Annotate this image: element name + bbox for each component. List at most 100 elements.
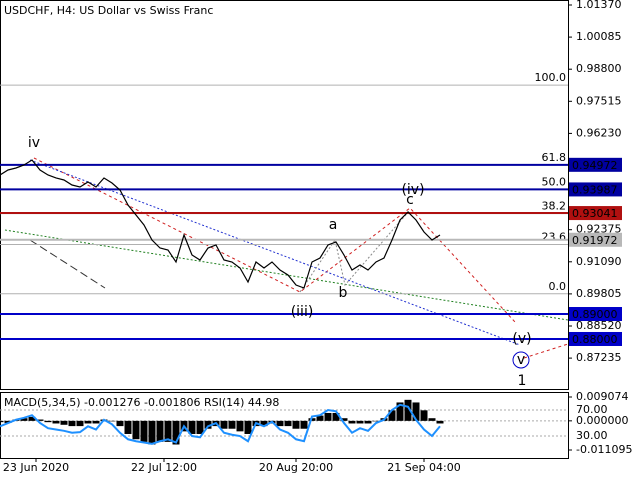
macd-bar [52, 420, 60, 424]
macd-bar [148, 420, 156, 445]
level-box [569, 182, 622, 197]
y-tick-label: 0.89805 [576, 287, 622, 300]
trend-line [4, 229, 569, 321]
macd-bar [228, 420, 236, 429]
y-tick-label: 1.01370 [576, 0, 622, 11]
macd-bar [132, 420, 140, 440]
macd-bar [108, 420, 116, 422]
macd-bar [140, 420, 148, 442]
macd-bar [60, 420, 68, 425]
macd-bar [332, 412, 340, 421]
y-tick-label: 0.92375 [576, 223, 622, 236]
macd-bar [84, 420, 92, 424]
macd-bar [116, 420, 124, 427]
macd-bar [44, 420, 52, 423]
macd-bar [124, 420, 132, 434]
level-box [569, 331, 622, 346]
rsi-line [0, 403, 441, 445]
macd-bar [372, 420, 380, 422]
y-tick-label: 0.009074 [576, 390, 629, 403]
x-tick-label: 22 Jul 12:00 [131, 461, 197, 474]
y-tick-label: 0.97515 [576, 94, 622, 107]
wave-label: (iii) [291, 304, 314, 320]
macd-bar [412, 402, 420, 421]
level-box [569, 232, 622, 247]
y-tick-label: -0.011095 [576, 443, 632, 456]
x-tick-label: 21 Sep 04:00 [387, 461, 460, 474]
level-label: 0.89000 [572, 308, 618, 321]
wave-label: c [406, 192, 414, 208]
macd-bar [348, 420, 356, 424]
macd-bar [244, 420, 252, 434]
main-frame [0, 0, 569, 390]
y-tick-label: 0.98800 [576, 62, 622, 75]
fib-label: 50.0 [542, 175, 567, 188]
macd-bar [396, 402, 404, 421]
macd-bar [428, 418, 436, 421]
macd-bar [388, 410, 396, 421]
macd-bar [292, 420, 300, 429]
y-tick-label: 0.88520 [576, 319, 622, 332]
fib-label: 38.2 [542, 200, 567, 213]
macd-bar [236, 420, 244, 432]
level-label: 0.91972 [572, 234, 618, 247]
chart-title: USDCHF, H4: US Dollar vs Swiss Franc [4, 4, 213, 17]
trend-line [29, 239, 106, 289]
wave-label: (v) [512, 331, 531, 347]
macd-bar [284, 420, 292, 427]
level-box [569, 307, 622, 322]
macd-bar [68, 420, 76, 427]
macd-bar [220, 420, 228, 429]
level-label: 0.94972 [572, 159, 618, 172]
macd-bar [276, 420, 284, 427]
wave-label: 1 [518, 373, 527, 389]
macd-bar [196, 420, 204, 434]
fib-label: 23.6 [542, 231, 567, 244]
wave-label: a [329, 217, 338, 233]
y-tick-label: 0.000000 [576, 414, 629, 427]
y2-tick-label: 70.00 [576, 403, 608, 416]
macd-bar [260, 420, 268, 427]
fib-label: 61.8 [542, 151, 567, 164]
macd-bar [0, 420, 4, 423]
macd-bar [172, 420, 180, 445]
x-tick-label: 20 Aug 20:00 [259, 461, 333, 474]
wave-label: (iv) [401, 182, 424, 198]
y-tick-label: 1.00085 [576, 30, 622, 43]
fib-label: 0.0 [549, 280, 567, 293]
macd-bar [188, 420, 196, 434]
y-tick-label: 0.91090 [576, 255, 622, 268]
wave-line [33, 157, 516, 323]
macd-bar [316, 415, 324, 421]
macd-bar [92, 420, 100, 424]
macd-bar [20, 418, 28, 421]
macd-bar [364, 420, 372, 424]
macd-bar [204, 420, 212, 429]
macd-bar [156, 420, 164, 442]
macd-bar [356, 420, 364, 424]
macd-bar [36, 419, 44, 421]
wave-label: iv [28, 135, 40, 151]
wave-label: v [517, 352, 525, 368]
sub-title: MACD(5,34,5) -0.001276 -0.001806 RSI(14)… [4, 396, 279, 409]
x-tick-label: 23 Jun 2020 [3, 461, 69, 474]
level-label: 0.88000 [572, 333, 618, 346]
trend-line [29, 159, 521, 346]
fib-label: 100.0 [535, 71, 567, 84]
y-tick-label: 0.96230 [576, 126, 622, 139]
macd-bar [404, 399, 412, 421]
price-line [0, 159, 441, 289]
level-label: 0.93987 [572, 183, 618, 196]
y-tick-label: 0.87235 [576, 351, 622, 364]
y2-tick-label: 30.00 [576, 429, 608, 442]
level-label: 0.93041 [572, 207, 618, 220]
level-box [569, 157, 622, 172]
macd-bar [340, 418, 348, 421]
wave-label: b [339, 285, 348, 301]
wave-circle [512, 351, 530, 369]
macd-bar [4, 420, 12, 423]
wave-line [523, 343, 569, 359]
macd-bar [324, 412, 332, 421]
macd-bar [28, 416, 36, 421]
